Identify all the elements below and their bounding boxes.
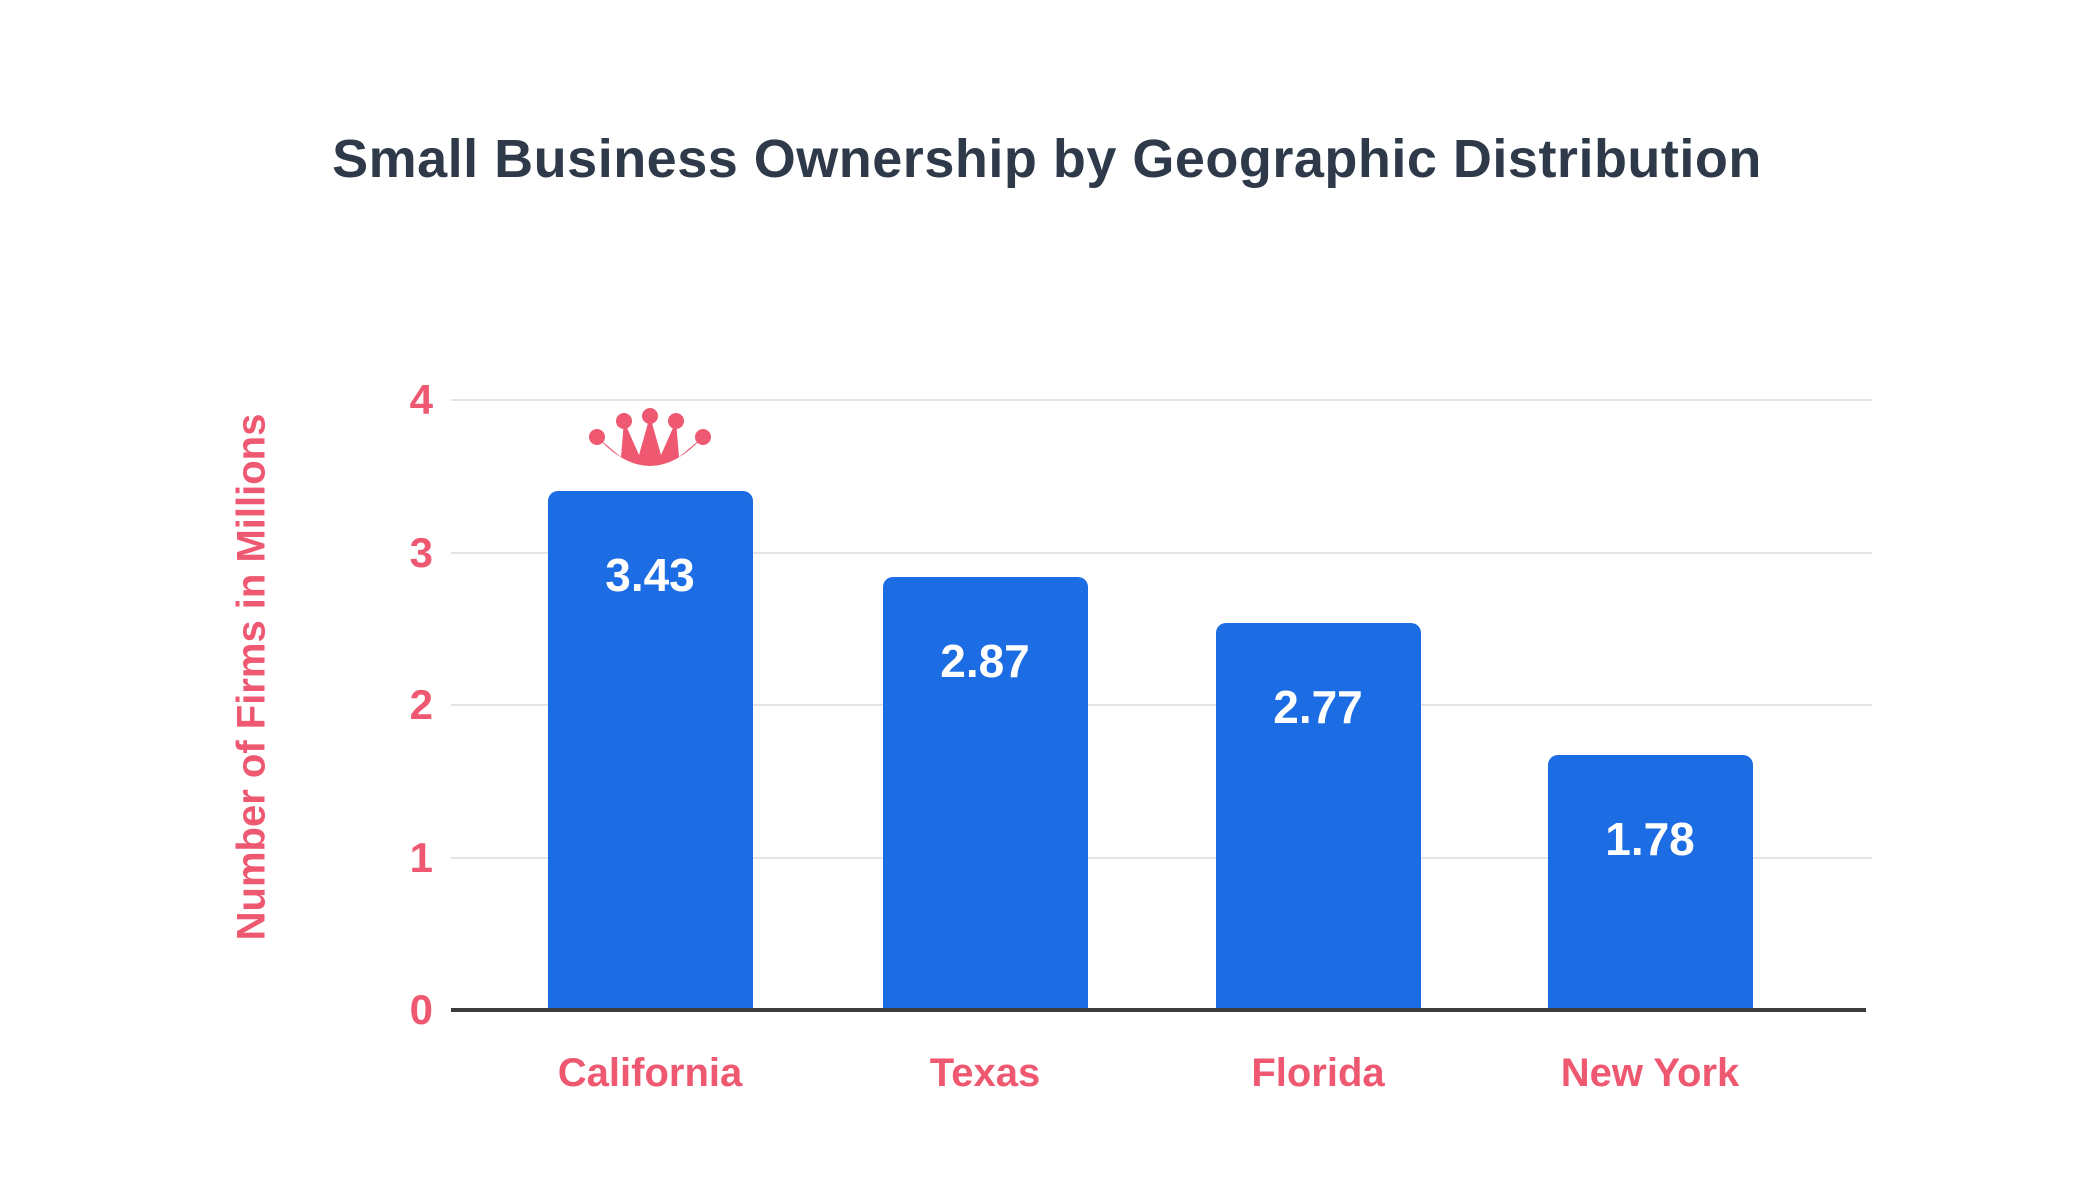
y-tick-label-2: 2	[409, 681, 433, 728]
y-axis-title: Number of Firms in Millions	[229, 413, 274, 941]
category-label-new-york: New York	[1560, 1051, 1740, 1095]
bar-value-label: 1.78	[1605, 813, 1695, 865]
x-axis-line	[451, 1008, 1866, 1012]
grid-line-y3	[451, 552, 1872, 554]
bar-value-label: 2.87	[940, 635, 1030, 687]
category-label-california: California	[557, 1051, 743, 1095]
chart-title: Small Business Ownership by Geographic D…	[332, 129, 1762, 189]
bar-value-label: 2.77	[1273, 681, 1363, 733]
grid-line-y2	[451, 704, 1872, 706]
y-tick-label-1: 1	[409, 834, 433, 881]
y-tick-label-4: 4	[409, 376, 433, 423]
crown-icon	[589, 408, 711, 466]
bar-florida: 2.77	[1215, 623, 1421, 1010]
category-label-texas: Texas	[929, 1051, 1041, 1095]
y-tick-label-0: 0	[409, 986, 433, 1033]
bar-california: 3.43	[547, 491, 753, 1010]
bar-new-york: 1.78	[1547, 755, 1753, 1010]
category-label-florida: Florida	[1251, 1051, 1385, 1095]
grid-line-y4	[451, 399, 1872, 401]
y-tick-label-3: 3	[409, 529, 433, 576]
bar-texas: 2.87	[882, 577, 1088, 1010]
grid-line-y1	[451, 857, 1872, 859]
bar-value-label: 3.43	[605, 549, 695, 601]
